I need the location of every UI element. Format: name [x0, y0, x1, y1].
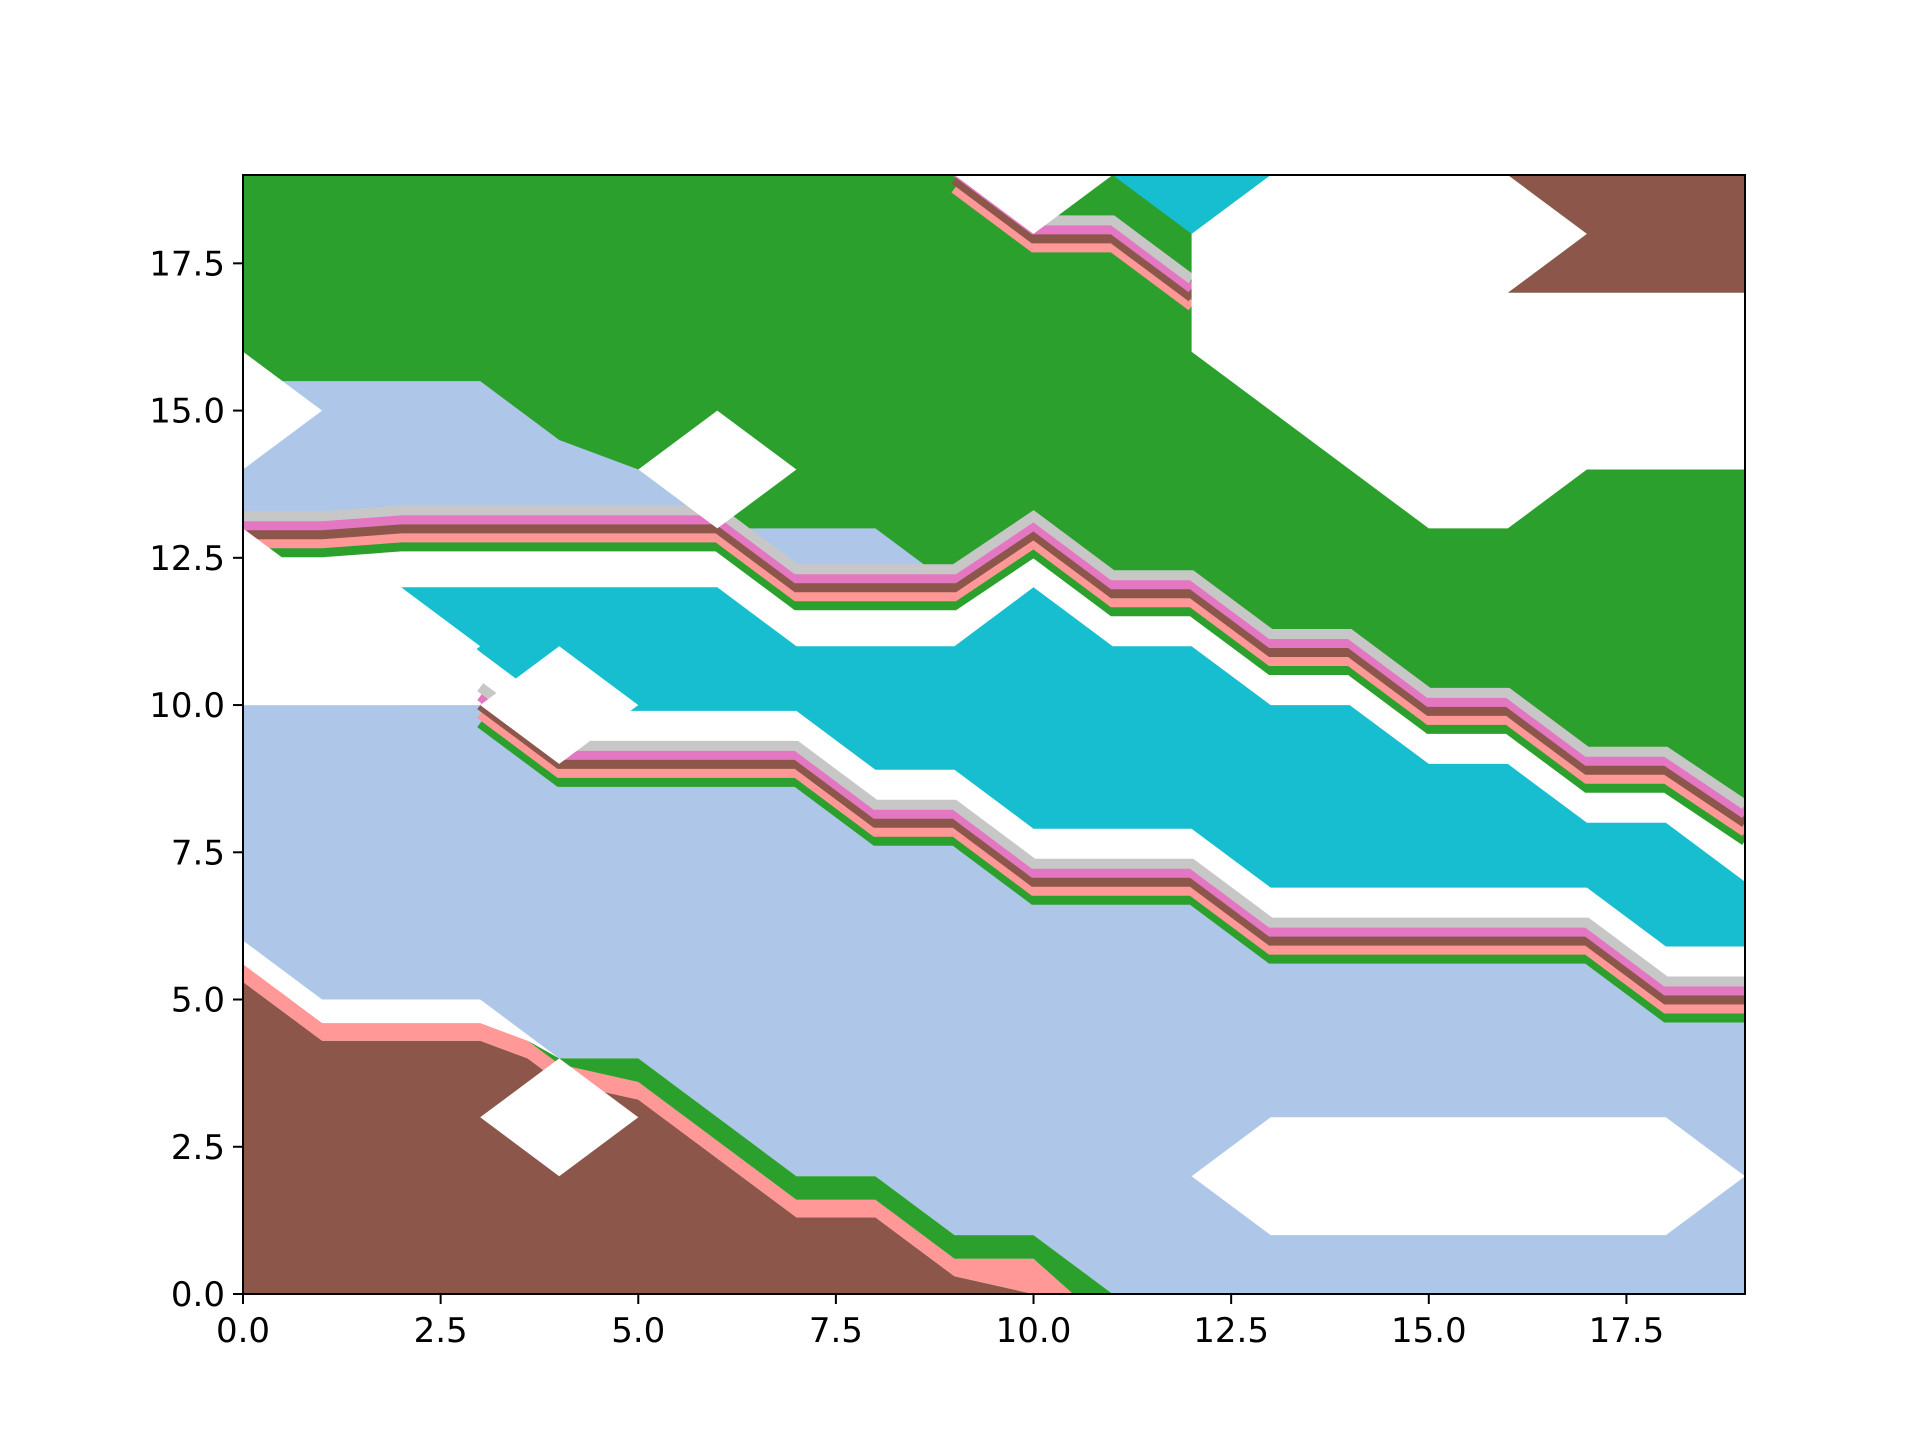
- y-tick-label: 2.5: [171, 1128, 225, 1168]
- band-line-brown: [477, 701, 1745, 1005]
- empty-region-5: [954, 175, 1113, 234]
- y-tick-label: 5.0: [171, 981, 225, 1021]
- band-line-gray: [477, 683, 1745, 987]
- contour-region-cyan-5: [1112, 175, 1271, 234]
- x-tick-label: 2.5: [414, 1311, 468, 1351]
- band-line-green: [477, 719, 1745, 1023]
- contour-region-salmon-7: [243, 964, 1074, 1294]
- empty-regions: [243, 175, 1745, 1236]
- band-line-gray: [243, 505, 1745, 809]
- contour-bands: [243, 175, 1745, 1023]
- empty-region-4: [480, 1058, 639, 1177]
- band-line-pink: [243, 514, 1745, 818]
- x-axis: 0.0 2.5 5.0 7.5 10.0 12.5 15.0 17.5: [216, 1294, 1664, 1351]
- empty-region-1: [243, 528, 481, 706]
- x-tick-label: 17.5: [1589, 1311, 1665, 1351]
- contour-region-lightblue-1: [243, 381, 718, 529]
- empty-region-3: [480, 646, 639, 764]
- empty-region-2: [638, 410, 797, 529]
- band-line-brown: [243, 523, 1745, 827]
- contour-region-cyan-4: [322, 587, 1745, 947]
- x-tick-label: 7.5: [809, 1311, 863, 1351]
- x-tick-label: 10.0: [996, 1311, 1072, 1351]
- plot-frame: [242, 174, 1746, 1295]
- empty-region-6: [1191, 175, 1745, 529]
- contour-band-0: [243, 505, 1745, 845]
- x-tick-label: 12.5: [1193, 1311, 1269, 1351]
- y-tick-label: 17.5: [149, 244, 225, 284]
- empty-region-7: [1191, 1117, 1745, 1236]
- band-line-salmon: [951, 184, 1195, 311]
- empty-region-0: [243, 351, 323, 470]
- band-line-salmon: [243, 532, 1745, 836]
- contour-region-brown-6: [243, 981, 1034, 1294]
- x-tick-label: 5.0: [611, 1311, 665, 1351]
- band-line-green: [243, 541, 1745, 845]
- y-tick-label: 10.0: [149, 686, 225, 726]
- y-tick-label: 12.5: [149, 539, 225, 579]
- contour-band-1: [477, 683, 1745, 1023]
- band-line-salmon: [477, 710, 1745, 1014]
- band-line-brown: [951, 175, 1195, 302]
- y-axis: 0.0 2.5 5.0 7.5 10.0 12.5 15.0 17.5: [149, 244, 243, 1315]
- y-tick-label: 0.0: [171, 1275, 225, 1315]
- band-line-pink: [477, 692, 1745, 996]
- y-tick-label: 7.5: [171, 833, 225, 873]
- x-tick-label: 15.0: [1391, 1311, 1467, 1351]
- y-tick-label: 15.0: [149, 392, 225, 432]
- contour-region-green-8: [243, 964, 1113, 1294]
- contour-region-brown-9: [1507, 175, 1745, 293]
- contour-fills: [243, 175, 1745, 1294]
- x-tick-label: 0.0: [216, 1311, 270, 1351]
